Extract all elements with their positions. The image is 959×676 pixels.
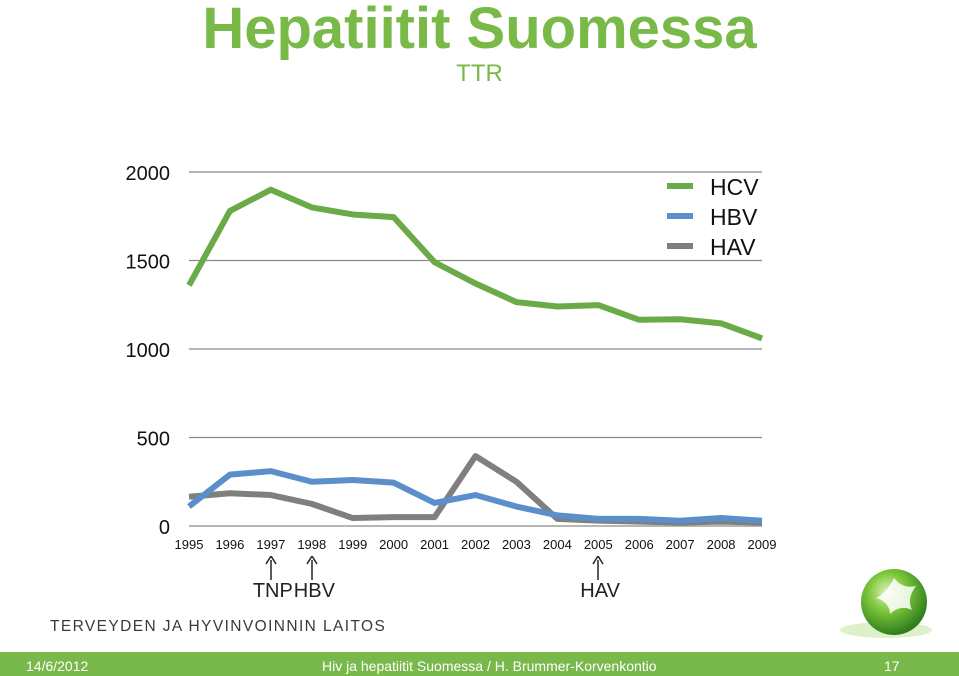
series-line-hav <box>188 453 763 526</box>
x-tick-label: 2000 <box>379 537 408 552</box>
footer-page-number: 17 <box>884 658 900 674</box>
marker-arrow-hbv <box>306 556 318 580</box>
footer-center-text: Hiv ja hepatiitit Suomessa / H. Brummer-… <box>322 658 657 674</box>
marker-arrow-tnp <box>265 556 277 580</box>
x-tick-label: 2008 <box>707 537 736 552</box>
legend-label-hbv: HBV <box>710 204 758 230</box>
x-tick-label: 1999 <box>338 537 367 552</box>
x-tick-label: 1996 <box>215 537 244 552</box>
marker-label-tnp: TNP <box>252 580 293 602</box>
series-line-hcv <box>186 186 764 342</box>
marker-label-hav: HAV <box>580 580 620 602</box>
y-tick-label: 1000 <box>126 340 171 362</box>
x-tick-label: 2002 <box>461 537 490 552</box>
x-axis-ticks: 1995 1996 1997 1998 1999 2000 2001 2002 2003 2004… <box>175 537 777 552</box>
chart-gridlines <box>189 171 762 527</box>
x-tick-label: 2005 <box>584 537 613 552</box>
footer-date: 14/6/2012 <box>26 658 89 674</box>
green-orb-logo <box>840 569 932 638</box>
x-tick-label: 2007 <box>666 537 695 552</box>
footer-bar: 14/6/2012 Hiv ja hepatiitit Suomessa / H… <box>0 652 959 676</box>
x-tick-label: 2006 <box>625 537 654 552</box>
x-tick-label: 2003 <box>502 537 531 552</box>
organization-name: TERVEYDEN JA HYVINVOINNIN LAITOS <box>50 618 387 635</box>
x-tick-label: 1995 <box>175 537 204 552</box>
x-tick-label: 2009 <box>748 537 777 552</box>
series-line-hbv <box>187 468 763 524</box>
y-tick-label: 500 <box>137 429 170 451</box>
y-tick-label: 0 <box>159 517 170 539</box>
slide-subtitle: TTR <box>456 60 503 87</box>
marker-arrow-hav <box>592 556 604 580</box>
y-tick-label: 2000 <box>126 163 171 185</box>
slide-title: Hepatiitit Suomessa <box>202 0 757 61</box>
y-tick-label: 1500 <box>126 252 171 274</box>
y-axis-ticks: 0 500 1000 1500 2000 <box>126 163 171 539</box>
marker-label-hbv: HBV <box>293 580 335 602</box>
x-tick-label: 2001 <box>420 537 449 552</box>
x-tick-label: 2004 <box>543 537 572 552</box>
chart-legend: HCV HBV HAV <box>667 174 759 260</box>
x-tick-label: 1998 <box>297 537 326 552</box>
legend-label-hav: HAV <box>710 234 756 260</box>
legend-label-hcv: HCV <box>710 174 759 200</box>
chart-series-lines <box>186 186 764 526</box>
x-tick-label: 1997 <box>256 537 285 552</box>
